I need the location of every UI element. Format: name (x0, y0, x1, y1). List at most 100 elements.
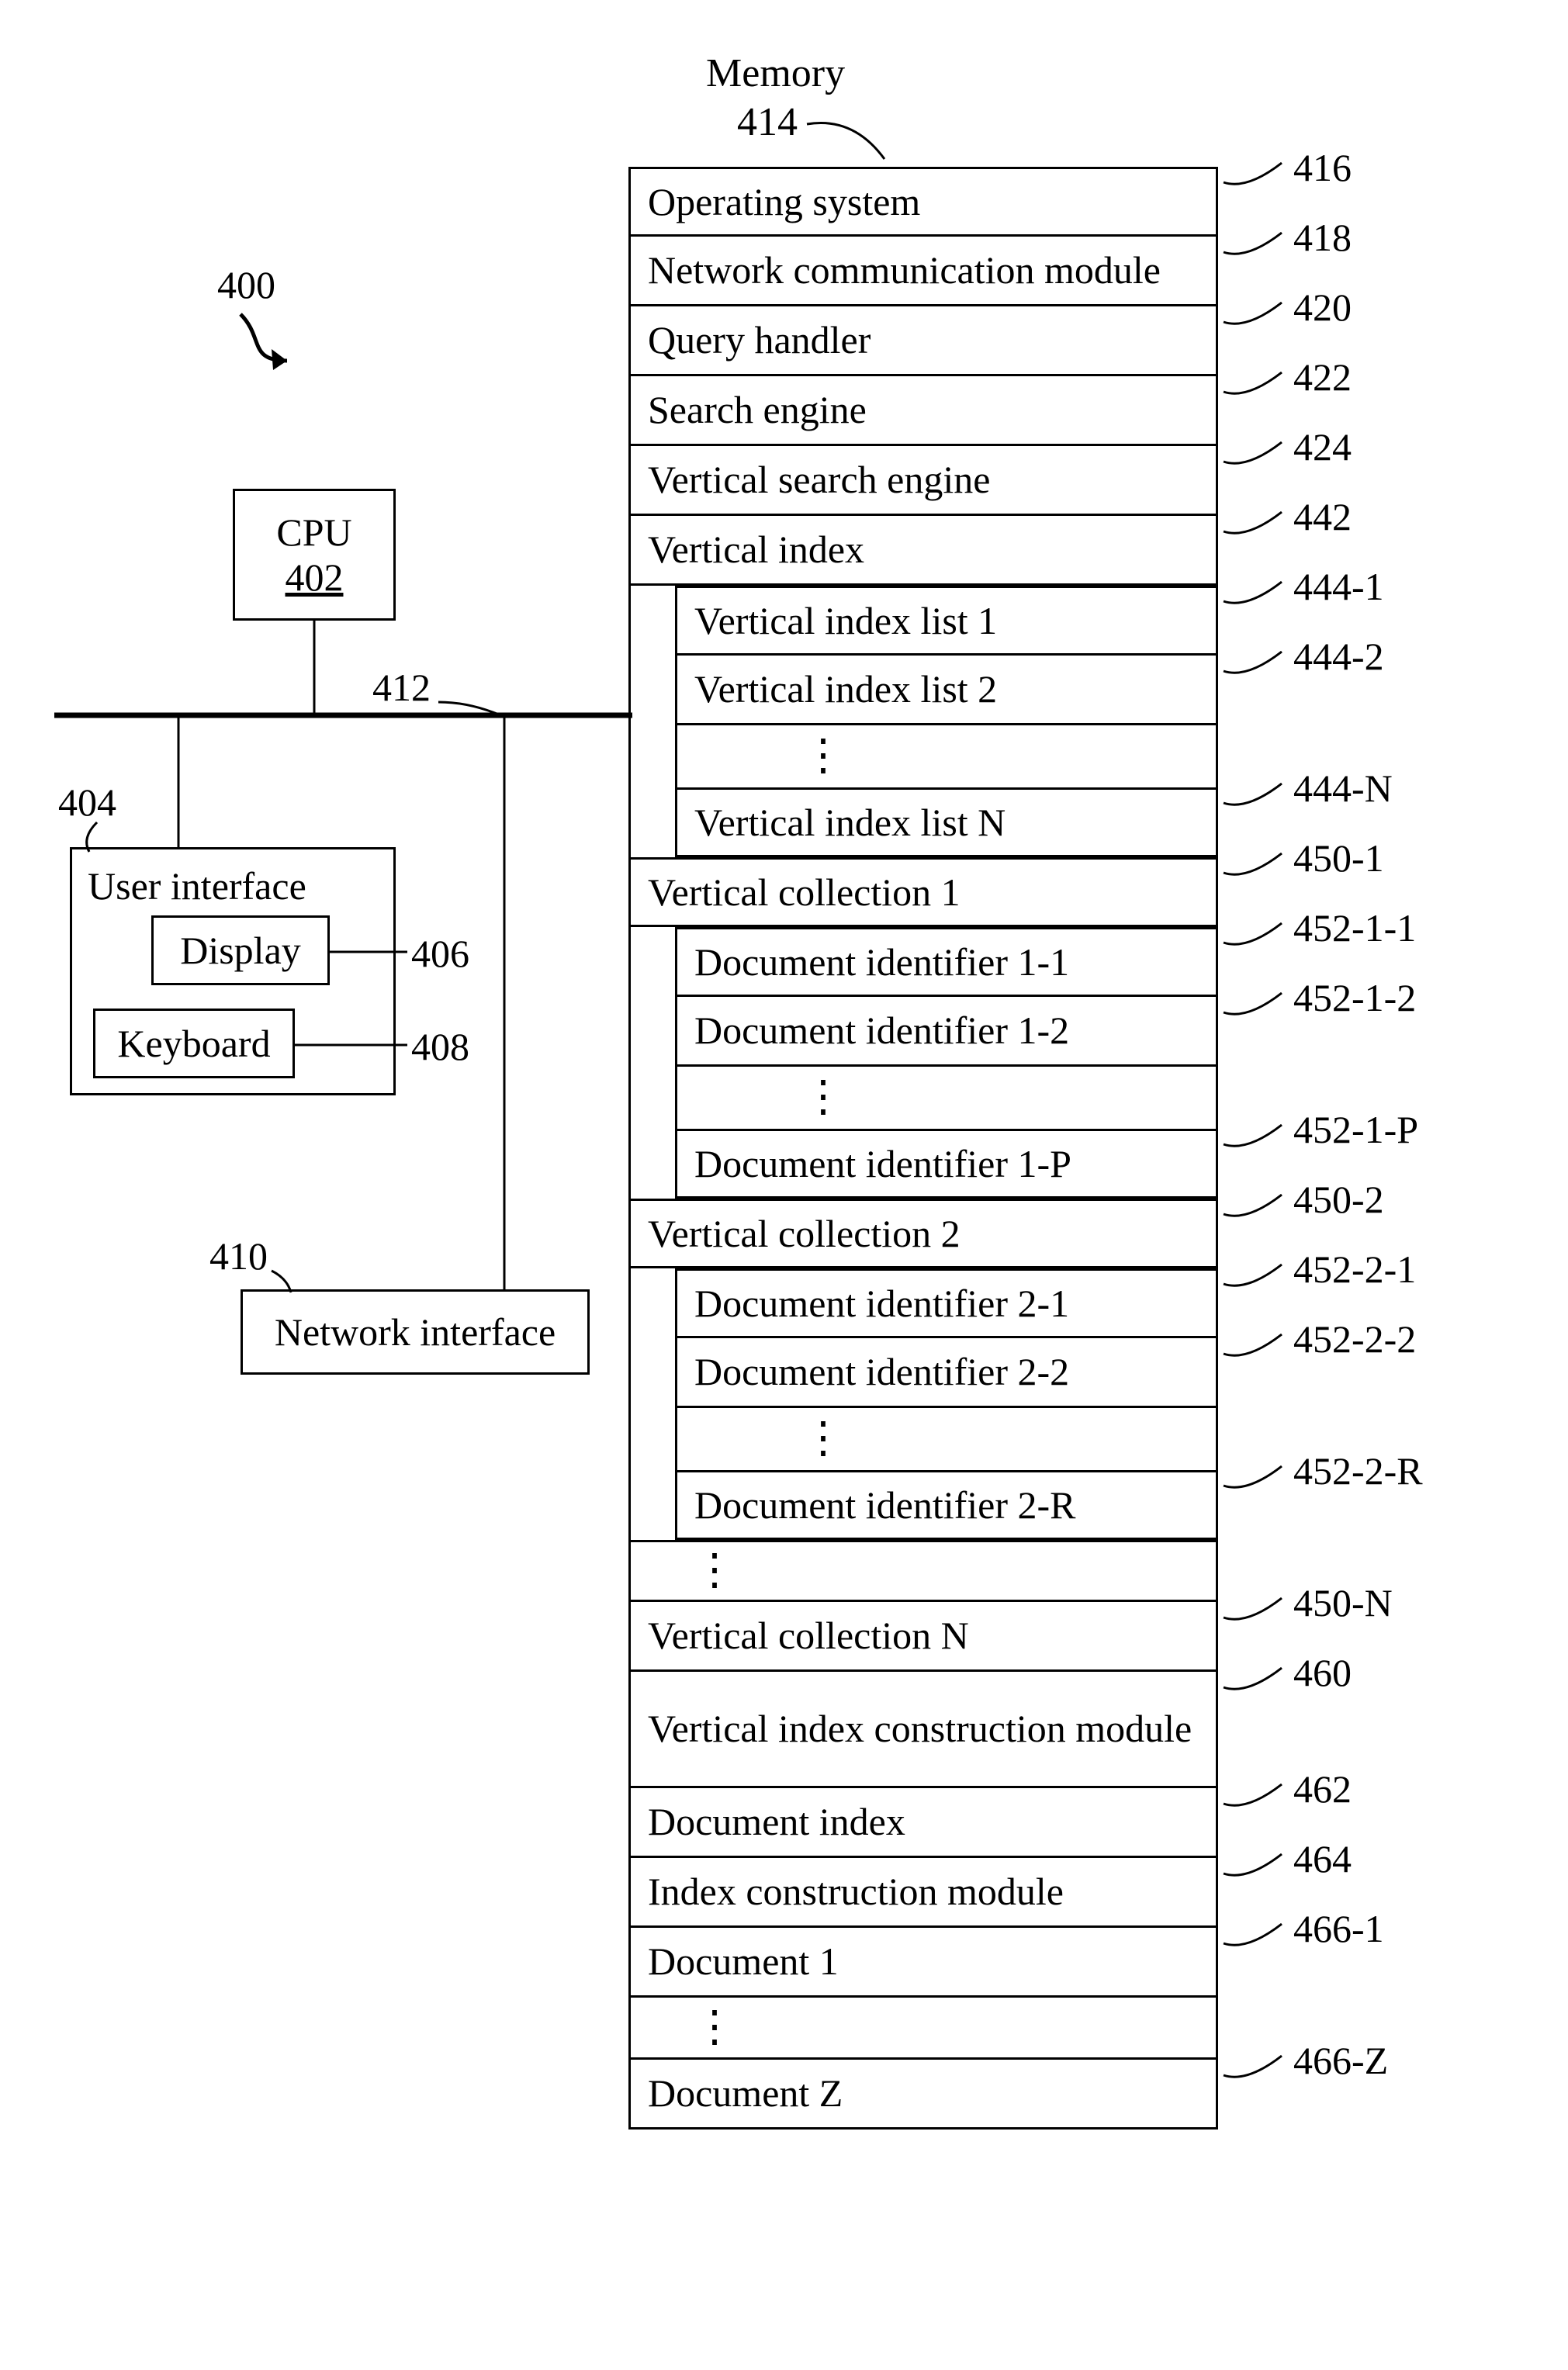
memory-ref-leader (807, 116, 892, 171)
memory-vdots: ⋮ (675, 1067, 1218, 1129)
cpu-ref: 402 (286, 555, 344, 600)
memory-cell: Document identifier 1-P (675, 1129, 1218, 1199)
ref-tick (1220, 1121, 1289, 1160)
memory-cell: Vertical index construction module (628, 1672, 1218, 1788)
ref-tick (1220, 1261, 1289, 1299)
ui-ref-leader (81, 822, 128, 853)
memory-cell-ref: 444-N (1293, 766, 1393, 811)
memory-outer-left (628, 927, 631, 1199)
ref-tick (1220, 508, 1289, 547)
memory-cell-ref: 444-1 (1293, 564, 1384, 609)
memory-cell: Network communication module (628, 237, 1218, 306)
memory-cell: Vertical search engine (628, 446, 1218, 516)
display-leader (330, 948, 407, 956)
ref-tick (1220, 1780, 1289, 1819)
keyboard-leader (295, 1041, 407, 1049)
ref-tick (1220, 299, 1289, 337)
user-interface-label: User interface (88, 863, 306, 908)
memory-cell-ref: 416 (1293, 145, 1352, 190)
cpu-bus-wire (310, 621, 318, 714)
memory-cell-ref: 450-2 (1293, 1177, 1384, 1222)
cpu-label: CPU (276, 510, 351, 555)
memory-cell: Document index (628, 1788, 1218, 1858)
memory-cell-ref: 452-1-1 (1293, 905, 1416, 950)
ref-tick (1220, 229, 1289, 268)
memory-cell-ref: 450-N (1293, 1580, 1393, 1625)
memory-cell: Document identifier 1-2 (675, 997, 1218, 1067)
memory-cell: Document identifier 1-1 (675, 927, 1218, 997)
ref-tick (1220, 780, 1289, 818)
network-interface-box: Network interface (241, 1289, 590, 1375)
memory-cell: Vertical collection 1 (628, 857, 1218, 927)
memory-outer-left (628, 586, 631, 857)
memory-cell: Search engine (628, 376, 1218, 446)
memory-cell-ref: 464 (1293, 1836, 1352, 1881)
ref-tick (1220, 578, 1289, 617)
memory-cell: Document identifier 2-2 (675, 1338, 1218, 1408)
memory-vdots: ⋮ (675, 1408, 1218, 1470)
network-interface-label: Network interface (275, 1310, 556, 1355)
keyboard-label: Keyboard (117, 1021, 270, 1066)
memory-cell-ref: 460 (1293, 1650, 1352, 1695)
ni-bus-wire (500, 718, 508, 1292)
memory-cell-ref: 462 (1293, 1766, 1352, 1811)
memory-cell-ref: 450-1 (1293, 836, 1384, 881)
memory-cell-ref: 452-1-P (1293, 1107, 1418, 1152)
memory-cell: Query handler (628, 306, 1218, 376)
ref-tick (1220, 1850, 1289, 1889)
ref-tick (1220, 1191, 1289, 1230)
cpu-box: CPU 402 (233, 489, 396, 621)
memory-vdots: ⋮ (628, 1998, 1218, 2060)
network-interface-ref: 410 (209, 1233, 268, 1278)
ref-tick (1220, 1594, 1289, 1633)
bus-ref: 412 (372, 665, 431, 710)
memory-cell-ref: 452-2-2 (1293, 1316, 1416, 1361)
display-box: Display (151, 915, 330, 985)
memory-cell: Vertical index list 2 (675, 656, 1218, 725)
ref-tick (1220, 2052, 1289, 2091)
ref-tick (1220, 1330, 1289, 1369)
memory-vdots: ⋮ (675, 725, 1218, 787)
ref-tick (1220, 648, 1289, 687)
ni-ref-leader (272, 1271, 310, 1294)
memory-cell: Document identifier 2-1 (675, 1268, 1218, 1338)
memory-cell: Vertical collection N (628, 1602, 1218, 1672)
memory-cell-ref: 420 (1293, 285, 1352, 330)
memory-cell-ref: 418 (1293, 215, 1352, 260)
ref-tick (1220, 919, 1289, 958)
system-bus (54, 710, 632, 721)
memory-vdots: ⋮ (628, 1540, 1218, 1602)
ref-tick (1220, 368, 1289, 407)
ref-tick (1220, 159, 1289, 198)
memory-cell: Document Z (628, 2060, 1218, 2130)
figure-arrow (217, 306, 341, 400)
user-interface-ref: 404 (58, 780, 116, 825)
memory-cell-ref: 424 (1293, 424, 1352, 469)
bus-ref-leader (438, 698, 508, 721)
memory-cell-ref: 452-2-1 (1293, 1247, 1416, 1292)
memory-outer-left (628, 1268, 631, 1540)
figure-ref: 400 (217, 262, 275, 307)
memory-cell: Vertical index (628, 516, 1218, 586)
ui-bus-wire (175, 718, 182, 849)
keyboard-ref: 408 (411, 1024, 469, 1069)
memory-cell: Vertical index list 1 (675, 586, 1218, 656)
memory-cell-ref: 466-1 (1293, 1906, 1384, 1951)
display-label: Display (180, 928, 301, 973)
ref-tick (1220, 1462, 1289, 1501)
memory-cell: Vertical index list N (675, 787, 1218, 857)
keyboard-box: Keyboard (93, 1009, 295, 1078)
ref-tick (1220, 1664, 1289, 1703)
memory-cell-ref: 466-Z (1293, 2038, 1388, 2083)
ref-tick (1220, 1920, 1289, 1959)
ref-tick (1220, 989, 1289, 1028)
ref-tick (1220, 849, 1289, 888)
ref-tick (1220, 438, 1289, 477)
memory-cell: Vertical collection 2 (628, 1199, 1218, 1268)
display-ref: 406 (411, 931, 469, 976)
memory-cell: Index construction module (628, 1858, 1218, 1928)
memory-cell: Operating system (628, 167, 1218, 237)
memory-cell-ref: 442 (1293, 494, 1352, 539)
memory-title: Memory (706, 50, 845, 96)
memory-cell: Document 1 (628, 1928, 1218, 1998)
